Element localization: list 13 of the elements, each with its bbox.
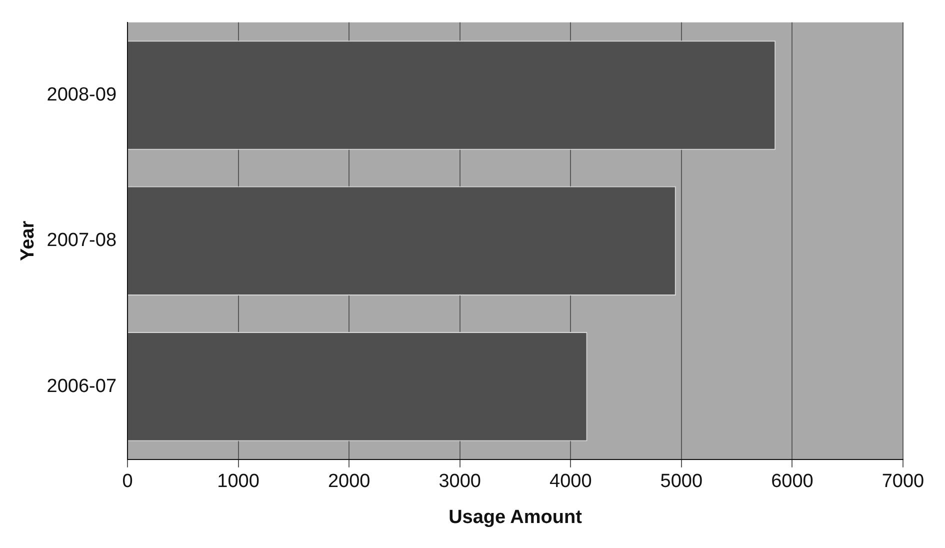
x-tick-label: 0 (122, 471, 133, 492)
x-axis-title: Usage Amount (448, 506, 583, 528)
x-tick-label: 5000 (660, 471, 703, 492)
x-tick-label: 3000 (438, 471, 482, 492)
y-tick-label: 2007-08 (46, 230, 117, 252)
x-tick-label: 7000 (882, 471, 924, 492)
x-tick-label: 6000 (771, 471, 814, 492)
x-tick-label: 2000 (328, 471, 370, 492)
x-tick-label: 4000 (550, 471, 592, 492)
y-tick-label: 2008-09 (46, 84, 117, 106)
y-tick-label: 2006-07 (46, 376, 117, 397)
y-axis-title: Year (18, 220, 39, 261)
x-tick-label: 1000 (217, 471, 260, 492)
